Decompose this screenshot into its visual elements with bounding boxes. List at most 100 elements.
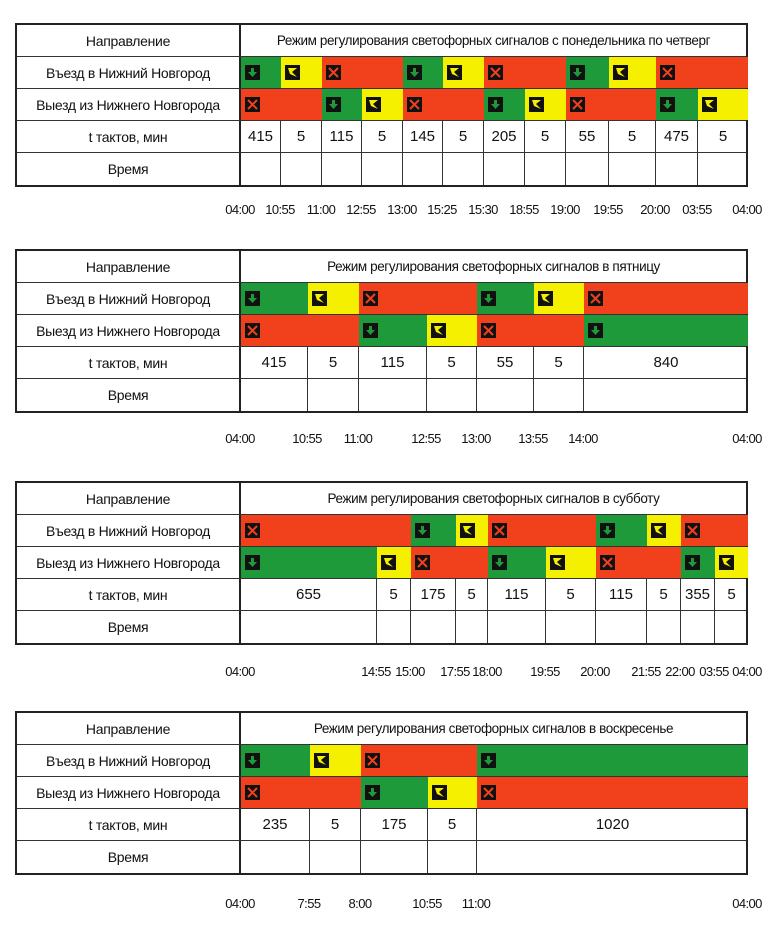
time-cell[interactable] xyxy=(656,153,698,185)
time-cell[interactable] xyxy=(546,611,596,643)
row-label-entry: Въезд в Нижний Новгород xyxy=(17,283,241,314)
row-label-direction: Направление xyxy=(17,25,241,56)
time-cell[interactable] xyxy=(377,611,411,643)
duration-cell: 5 xyxy=(428,809,477,840)
time-cell[interactable] xyxy=(361,841,428,873)
time-row: Время xyxy=(17,153,746,185)
signal-phase-red xyxy=(566,89,609,120)
row-label-duration: t тактов, мин xyxy=(17,579,241,610)
stop-cross-icon xyxy=(492,523,507,538)
duration-cell: 415 xyxy=(241,121,281,152)
duration-row: t тактов, мин 235 5 175 5 1020 xyxy=(17,809,746,841)
time-axis-labels: 04:00 7:55 8:00 10:55 11:00 04:00 xyxy=(0,896,783,916)
entry-signal-row: Въезд в Нижний Новгород xyxy=(17,57,748,89)
time-cell[interactable] xyxy=(647,611,681,643)
time-cell[interactable] xyxy=(456,611,488,643)
duration-cell: 55 xyxy=(477,347,534,378)
time-cell[interactable] xyxy=(566,153,609,185)
go-arrow-icon xyxy=(685,555,700,570)
time-cell[interactable] xyxy=(241,841,310,873)
signal-phase-red xyxy=(609,89,656,120)
time-cell[interactable] xyxy=(308,379,359,411)
signal-phase-red xyxy=(698,57,748,88)
transition-arrow-icon xyxy=(312,291,327,306)
time-cell[interactable] xyxy=(428,841,477,873)
row-label-direction: Направление xyxy=(17,483,241,514)
time-cell[interactable] xyxy=(698,153,748,185)
time-cell[interactable] xyxy=(403,153,443,185)
time-cell[interactable] xyxy=(609,153,656,185)
time-cell[interactable] xyxy=(477,841,748,873)
go-arrow-icon xyxy=(365,785,380,800)
duration-cell: 235 xyxy=(241,809,310,840)
time-cell[interactable] xyxy=(596,611,647,643)
time-cell[interactable] xyxy=(241,379,308,411)
time-label: 14:55 xyxy=(361,664,391,679)
row-label-exit: Выезд из Нижнего Новгорода xyxy=(17,89,241,120)
time-label: 15:25 xyxy=(427,202,457,217)
time-cell[interactable] xyxy=(443,153,484,185)
time-cell[interactable] xyxy=(525,153,566,185)
time-label: 12:55 xyxy=(346,202,376,217)
time-cell[interactable] xyxy=(484,153,525,185)
signal-phase-yellow xyxy=(698,89,748,120)
duration-cell: 5 xyxy=(310,809,361,840)
time-cell[interactable] xyxy=(584,379,748,411)
time-cell[interactable] xyxy=(241,611,377,643)
signal-phase-red xyxy=(403,89,443,120)
exit-signal-row: Выезд из Нижнего Новгорода xyxy=(17,547,748,579)
signal-phase-red xyxy=(241,89,281,120)
signal-phase-red xyxy=(477,315,534,346)
go-arrow-icon xyxy=(245,555,260,570)
header-row: Направление Режим регулирования светофорн… xyxy=(17,25,746,57)
signal-phase-yellow xyxy=(428,777,477,808)
transition-arrow-icon xyxy=(381,555,396,570)
time-cells xyxy=(241,611,748,643)
row-label-exit: Выезд из Нижнего Новгорода xyxy=(17,777,241,808)
stop-cross-icon xyxy=(588,291,603,306)
signal-phase-red xyxy=(411,547,456,578)
go-arrow-icon xyxy=(492,555,507,570)
time-label: 13:00 xyxy=(461,431,491,446)
time-label: 22:00 xyxy=(665,664,695,679)
table-title: Режим регулирования светофорных сигналов… xyxy=(327,491,660,506)
time-cell[interactable] xyxy=(241,153,281,185)
signal-phases xyxy=(241,57,748,88)
transition-arrow-icon xyxy=(550,555,565,570)
time-cell[interactable] xyxy=(362,153,403,185)
signal-phase-red xyxy=(546,515,596,546)
time-label: 04:00 xyxy=(732,896,762,911)
time-cells xyxy=(241,153,748,185)
time-cell[interactable] xyxy=(310,841,361,873)
time-cell[interactable] xyxy=(488,611,546,643)
signal-phase-green xyxy=(484,89,525,120)
time-cell[interactable] xyxy=(322,153,362,185)
duration-cell: 1020 xyxy=(595,816,630,833)
exit-signal-row: Выезд из Нижнего Новгорода xyxy=(17,777,748,809)
duration-row: t тактов, мин 415 5 115 5 145 5 205 5 55 5 475 5 xyxy=(17,121,746,153)
stop-cross-icon xyxy=(488,65,503,80)
time-row: Время xyxy=(17,841,746,873)
signal-phase-red xyxy=(525,57,566,88)
time-cell[interactable] xyxy=(715,611,748,643)
signal-phase-red xyxy=(241,515,377,546)
time-cell[interactable] xyxy=(281,153,322,185)
entry-signal-row: Въезд в Нижний Новгород xyxy=(17,515,748,547)
time-cell[interactable] xyxy=(534,379,584,411)
header-row: Направление Режим регулирования светофорн… xyxy=(17,251,746,283)
time-cell[interactable] xyxy=(477,379,534,411)
duration-cell: 415 xyxy=(241,347,308,378)
signal-phase-yellow xyxy=(310,745,361,776)
signal-phases xyxy=(241,315,748,346)
duration-cell: 5 xyxy=(443,121,484,152)
time-label: 11:00 xyxy=(461,896,491,911)
transition-arrow-icon xyxy=(460,523,475,538)
time-cell[interactable] xyxy=(411,611,456,643)
time-cell[interactable] xyxy=(427,379,477,411)
time-cell[interactable] xyxy=(359,379,427,411)
table-title: Режим регулирования светофорных сигналов… xyxy=(327,259,660,274)
time-label: 19:00 xyxy=(550,202,580,217)
time-cell[interactable] xyxy=(681,611,715,643)
header-row: Направление Режим регулирования светофорн… xyxy=(17,483,746,515)
signal-phase-yellow xyxy=(308,283,359,314)
